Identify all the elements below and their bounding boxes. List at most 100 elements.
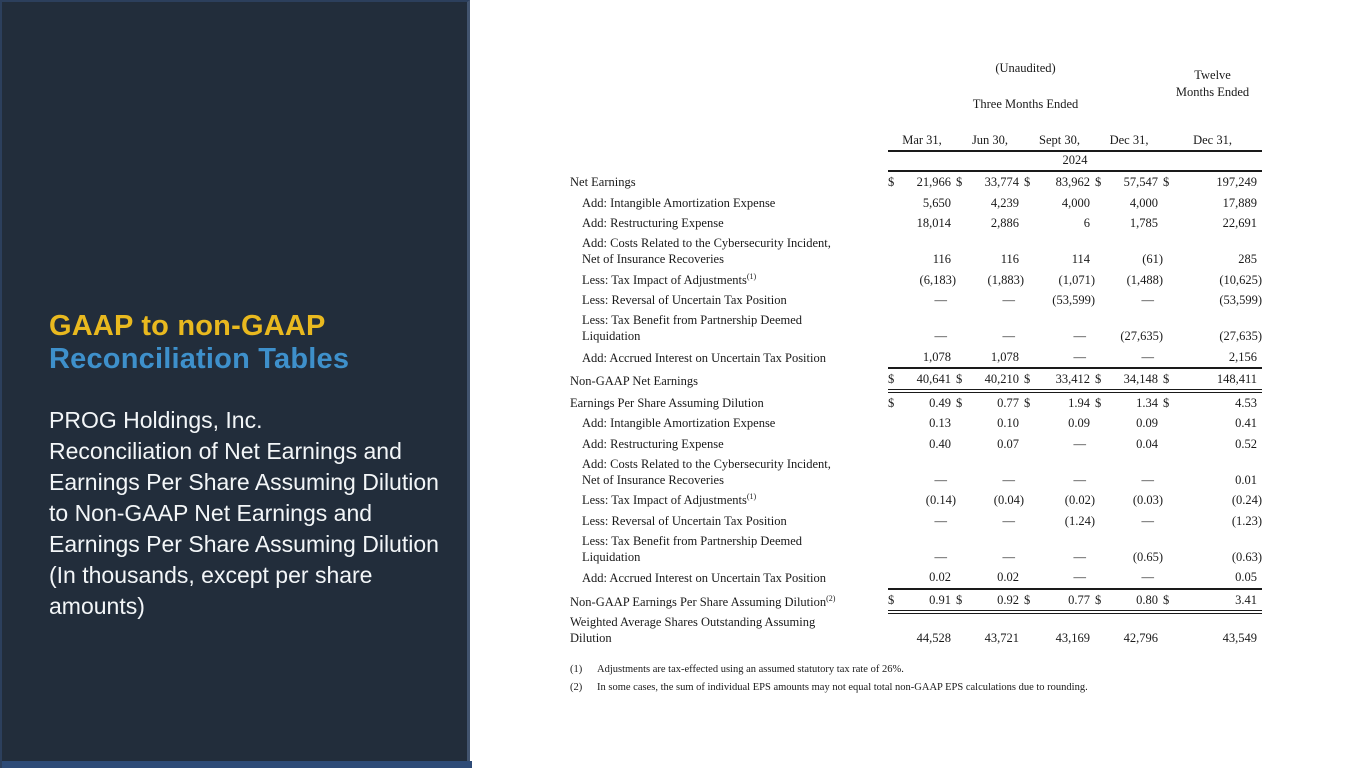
currency-symbol-cell bbox=[956, 413, 972, 433]
currency-symbol-cell bbox=[956, 567, 972, 590]
currency-symbol-cell bbox=[1024, 193, 1040, 213]
row-label: Add: Accrued Interest on Uncertain Tax P… bbox=[582, 350, 826, 365]
value-cell: 0.41 bbox=[1235, 416, 1258, 431]
currency-symbol-cell bbox=[1095, 413, 1109, 433]
value-cell: — bbox=[1040, 567, 1095, 590]
value-cell: 0.52 bbox=[1235, 436, 1258, 451]
row-label: Less: Tax Benefit from Partnership Deeme… bbox=[582, 313, 803, 344]
value-cell: 0.05 bbox=[1179, 567, 1263, 590]
currency-symbol-cell bbox=[888, 511, 904, 531]
value-cell: (0.14) bbox=[925, 493, 956, 508]
value-cell: (27,635) bbox=[1120, 329, 1164, 344]
value-cell: 4.53 bbox=[1235, 396, 1258, 410]
currency-symbol-cell bbox=[1024, 413, 1040, 433]
row-label: Weighted Average Shares Outstanding Assu… bbox=[570, 614, 816, 645]
currency-symbol-cell bbox=[956, 346, 972, 369]
period-header-q4: Dec 31, bbox=[1095, 115, 1164, 152]
value-cell: — bbox=[1002, 292, 1016, 307]
currency-symbol-cell bbox=[1024, 490, 1040, 510]
value-cell: 3.41 bbox=[1179, 588, 1263, 614]
currency-symbol-cell bbox=[1163, 213, 1179, 233]
currency-symbol-cell: $ bbox=[956, 175, 963, 190]
value-cell: 116 bbox=[1000, 252, 1019, 267]
footnote: (2) In some cases, the sum of individual … bbox=[570, 682, 1262, 693]
value-cell: (6,183) bbox=[919, 272, 956, 287]
value-cell: — bbox=[1073, 436, 1087, 451]
value-cell: 4,000 bbox=[1129, 195, 1159, 210]
value-cell: 2,886 bbox=[990, 215, 1019, 230]
table-row: Earnings Per Share Assuming Dilution $0.4… bbox=[570, 391, 1262, 413]
value-cell: 2,156 bbox=[1179, 346, 1263, 369]
currency-symbol-cell bbox=[1163, 290, 1179, 310]
sidebar-panel: GAAP to non-GAAP Reconciliation Tables P… bbox=[0, 0, 472, 768]
header-spacer bbox=[570, 55, 888, 81]
value-cell: 1,078 bbox=[904, 346, 956, 369]
row-label: Less: Tax Impact of Adjustments(1) bbox=[582, 271, 757, 287]
currency-symbol-cell bbox=[888, 531, 904, 568]
currency-symbol-cell bbox=[1095, 193, 1109, 213]
currency-symbol-cell bbox=[888, 193, 904, 213]
currency-symbol-cell: $ bbox=[888, 396, 895, 410]
value-cell: 1,785 bbox=[1129, 215, 1159, 230]
value-cell: 22,691 bbox=[1222, 215, 1258, 230]
currency-symbol-cell bbox=[956, 531, 972, 568]
table-row: Less: Tax Impact of Adjustments(1) (6,183… bbox=[570, 270, 1262, 290]
value-cell: — bbox=[1141, 292, 1155, 307]
currency-symbol-cell bbox=[956, 490, 972, 510]
value-cell: — bbox=[1109, 567, 1164, 590]
currency-symbol-cell bbox=[1095, 310, 1109, 347]
value-cell: 0.02 bbox=[904, 567, 956, 590]
currency-symbol-cell bbox=[1095, 612, 1109, 649]
slide-subtitle: PROG Holdings, Inc. Reconciliation of Ne… bbox=[49, 407, 439, 619]
table-row: Net Earnings $21,966 $33,774 $83,962 $57,547… bbox=[570, 171, 1262, 192]
value-cell: 0.91 bbox=[904, 588, 956, 614]
row-label: Less: Tax Impact of Adjustments(1) bbox=[582, 492, 757, 508]
currency-symbol-cell bbox=[1163, 612, 1179, 649]
year-header: 2024 bbox=[888, 151, 1263, 173]
value-cell: 18,014 bbox=[916, 215, 951, 230]
value-cell: 33,774 bbox=[984, 175, 1019, 190]
reconciliation-table-area: (Unaudited) Twelve Months Ended Three Mo… bbox=[570, 55, 1264, 693]
currency-symbol-cell bbox=[1163, 490, 1179, 510]
footnote: (1) Adjustments are tax-effected using an… bbox=[570, 664, 1262, 675]
value-cell: (61) bbox=[1142, 252, 1164, 267]
value-cell: 116 bbox=[932, 252, 951, 267]
table-row: Add: Intangible Amortization Expense 0.13… bbox=[570, 413, 1262, 433]
currency-symbol-cell bbox=[1163, 434, 1179, 454]
value-cell: 0.40 bbox=[929, 436, 951, 451]
value-cell: 0.92 bbox=[972, 588, 1024, 614]
table-row: Less: Tax Benefit from Partnership Deeme… bbox=[570, 531, 1262, 568]
value-cell: — bbox=[1040, 346, 1095, 369]
table-row: Weighted Average Shares Outstanding Assu… bbox=[570, 612, 1262, 649]
value-cell: — bbox=[1073, 550, 1087, 564]
currency-symbol-cell bbox=[1095, 290, 1109, 310]
currency-symbol-cell: $ bbox=[956, 367, 972, 394]
currency-symbol-cell bbox=[888, 434, 904, 454]
currency-symbol-cell: $ bbox=[1095, 367, 1109, 394]
currency-symbol-cell bbox=[1024, 567, 1040, 590]
value-cell: 57,547 bbox=[1123, 175, 1159, 190]
period-header-twelve: Dec 31, bbox=[1163, 115, 1263, 152]
currency-symbol-cell: $ bbox=[1024, 175, 1031, 190]
row-label: Add: Accrued Interest on Uncertain Tax P… bbox=[582, 571, 826, 586]
row-label: Add: Costs Related to the Cybersecurity … bbox=[582, 236, 831, 267]
table-row: Less: Reversal of Uncertain Tax Position… bbox=[570, 511, 1262, 531]
value-cell: 0.77 bbox=[1040, 588, 1095, 614]
currency-symbol-cell bbox=[1024, 346, 1040, 369]
value-cell: (53,599) bbox=[1052, 292, 1095, 307]
value-cell: 4,000 bbox=[1061, 195, 1090, 210]
currency-symbol-cell bbox=[956, 434, 972, 454]
currency-symbol-cell: $ bbox=[888, 175, 895, 190]
value-cell: — bbox=[1002, 329, 1016, 344]
value-cell: 114 bbox=[1071, 252, 1090, 267]
row-label: Add: Costs Related to the Cybersecurity … bbox=[582, 456, 831, 487]
header-row-unaudited: (Unaudited) Twelve Months Ended bbox=[570, 55, 1262, 99]
currency-symbol-cell: $ bbox=[1095, 396, 1102, 410]
currency-symbol-cell bbox=[956, 310, 972, 347]
period-header-q1: Mar 31, bbox=[888, 115, 956, 152]
slide-title: GAAP to non-GAAP Reconciliation Tables bbox=[49, 310, 349, 376]
currency-symbol-cell bbox=[888, 490, 904, 510]
value-cell: 0.02 bbox=[972, 567, 1024, 590]
currency-symbol-cell bbox=[888, 310, 904, 347]
currency-symbol-cell bbox=[1095, 346, 1109, 369]
